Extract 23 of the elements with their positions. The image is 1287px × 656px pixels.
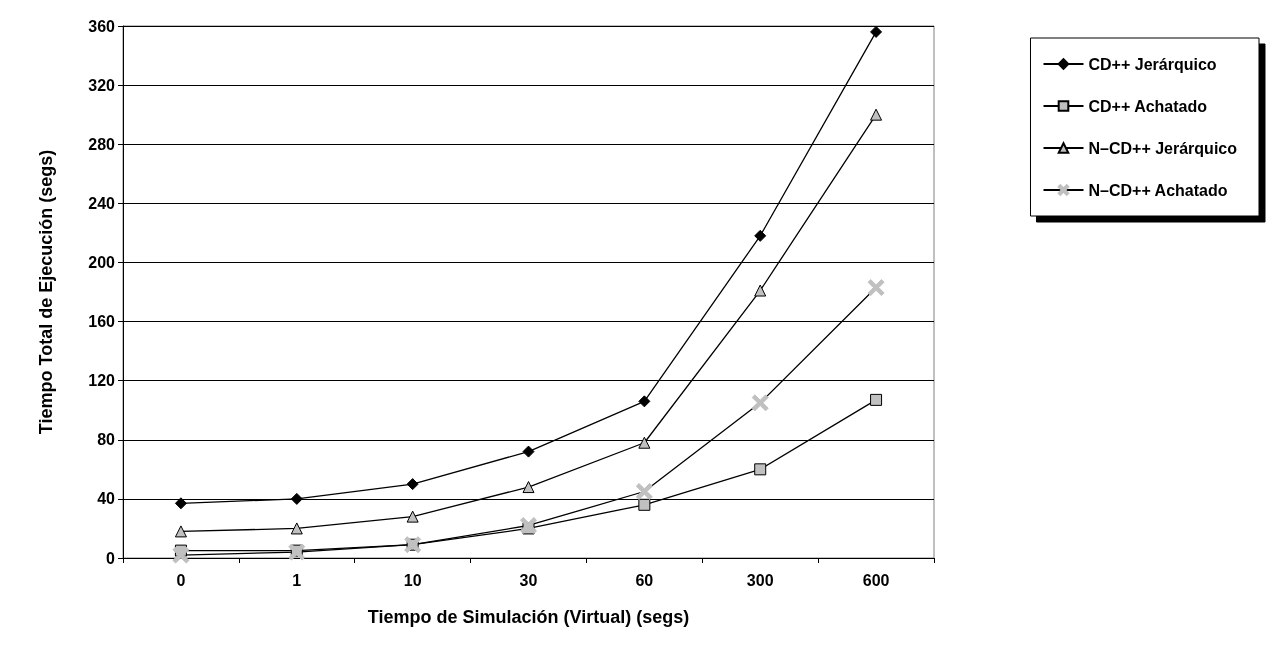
x-axis-title: Tiempo de Simulación (Virtual) (segs)	[367, 607, 690, 627]
y-tick-label: 40	[97, 490, 116, 508]
legend-label: N–CD++ Jerárquico	[1088, 139, 1238, 157]
y-tick-label: 320	[88, 76, 116, 94]
x-tick-label: 300	[746, 571, 774, 589]
y-tick-label: 200	[88, 253, 116, 271]
x-tick-label: 60	[635, 571, 654, 589]
x-tick-label: 10	[403, 571, 422, 589]
legend-label: CD++ Jerárquico	[1088, 55, 1217, 73]
y-tick-label: 0	[106, 549, 116, 567]
x-tick-label: 1	[292, 571, 302, 589]
y-tick-label: 160	[88, 313, 116, 331]
legend-label: CD++ Achatado	[1088, 97, 1208, 115]
y-tick-label: 280	[88, 135, 116, 153]
legend-label: N–CD++ Achatado	[1088, 181, 1228, 199]
y-tick-label: 360	[88, 17, 116, 35]
x-tick-label: 600	[862, 571, 890, 589]
x-tick-label: 0	[176, 571, 186, 589]
y-tick-label: 80	[97, 431, 116, 449]
y-tick-label: 240	[88, 194, 116, 212]
y-axis-title: Tiempo Total de Ejecución (segs)	[36, 149, 56, 435]
y-tick-label: 120	[88, 372, 116, 390]
x-tick-label: 30	[519, 571, 538, 589]
